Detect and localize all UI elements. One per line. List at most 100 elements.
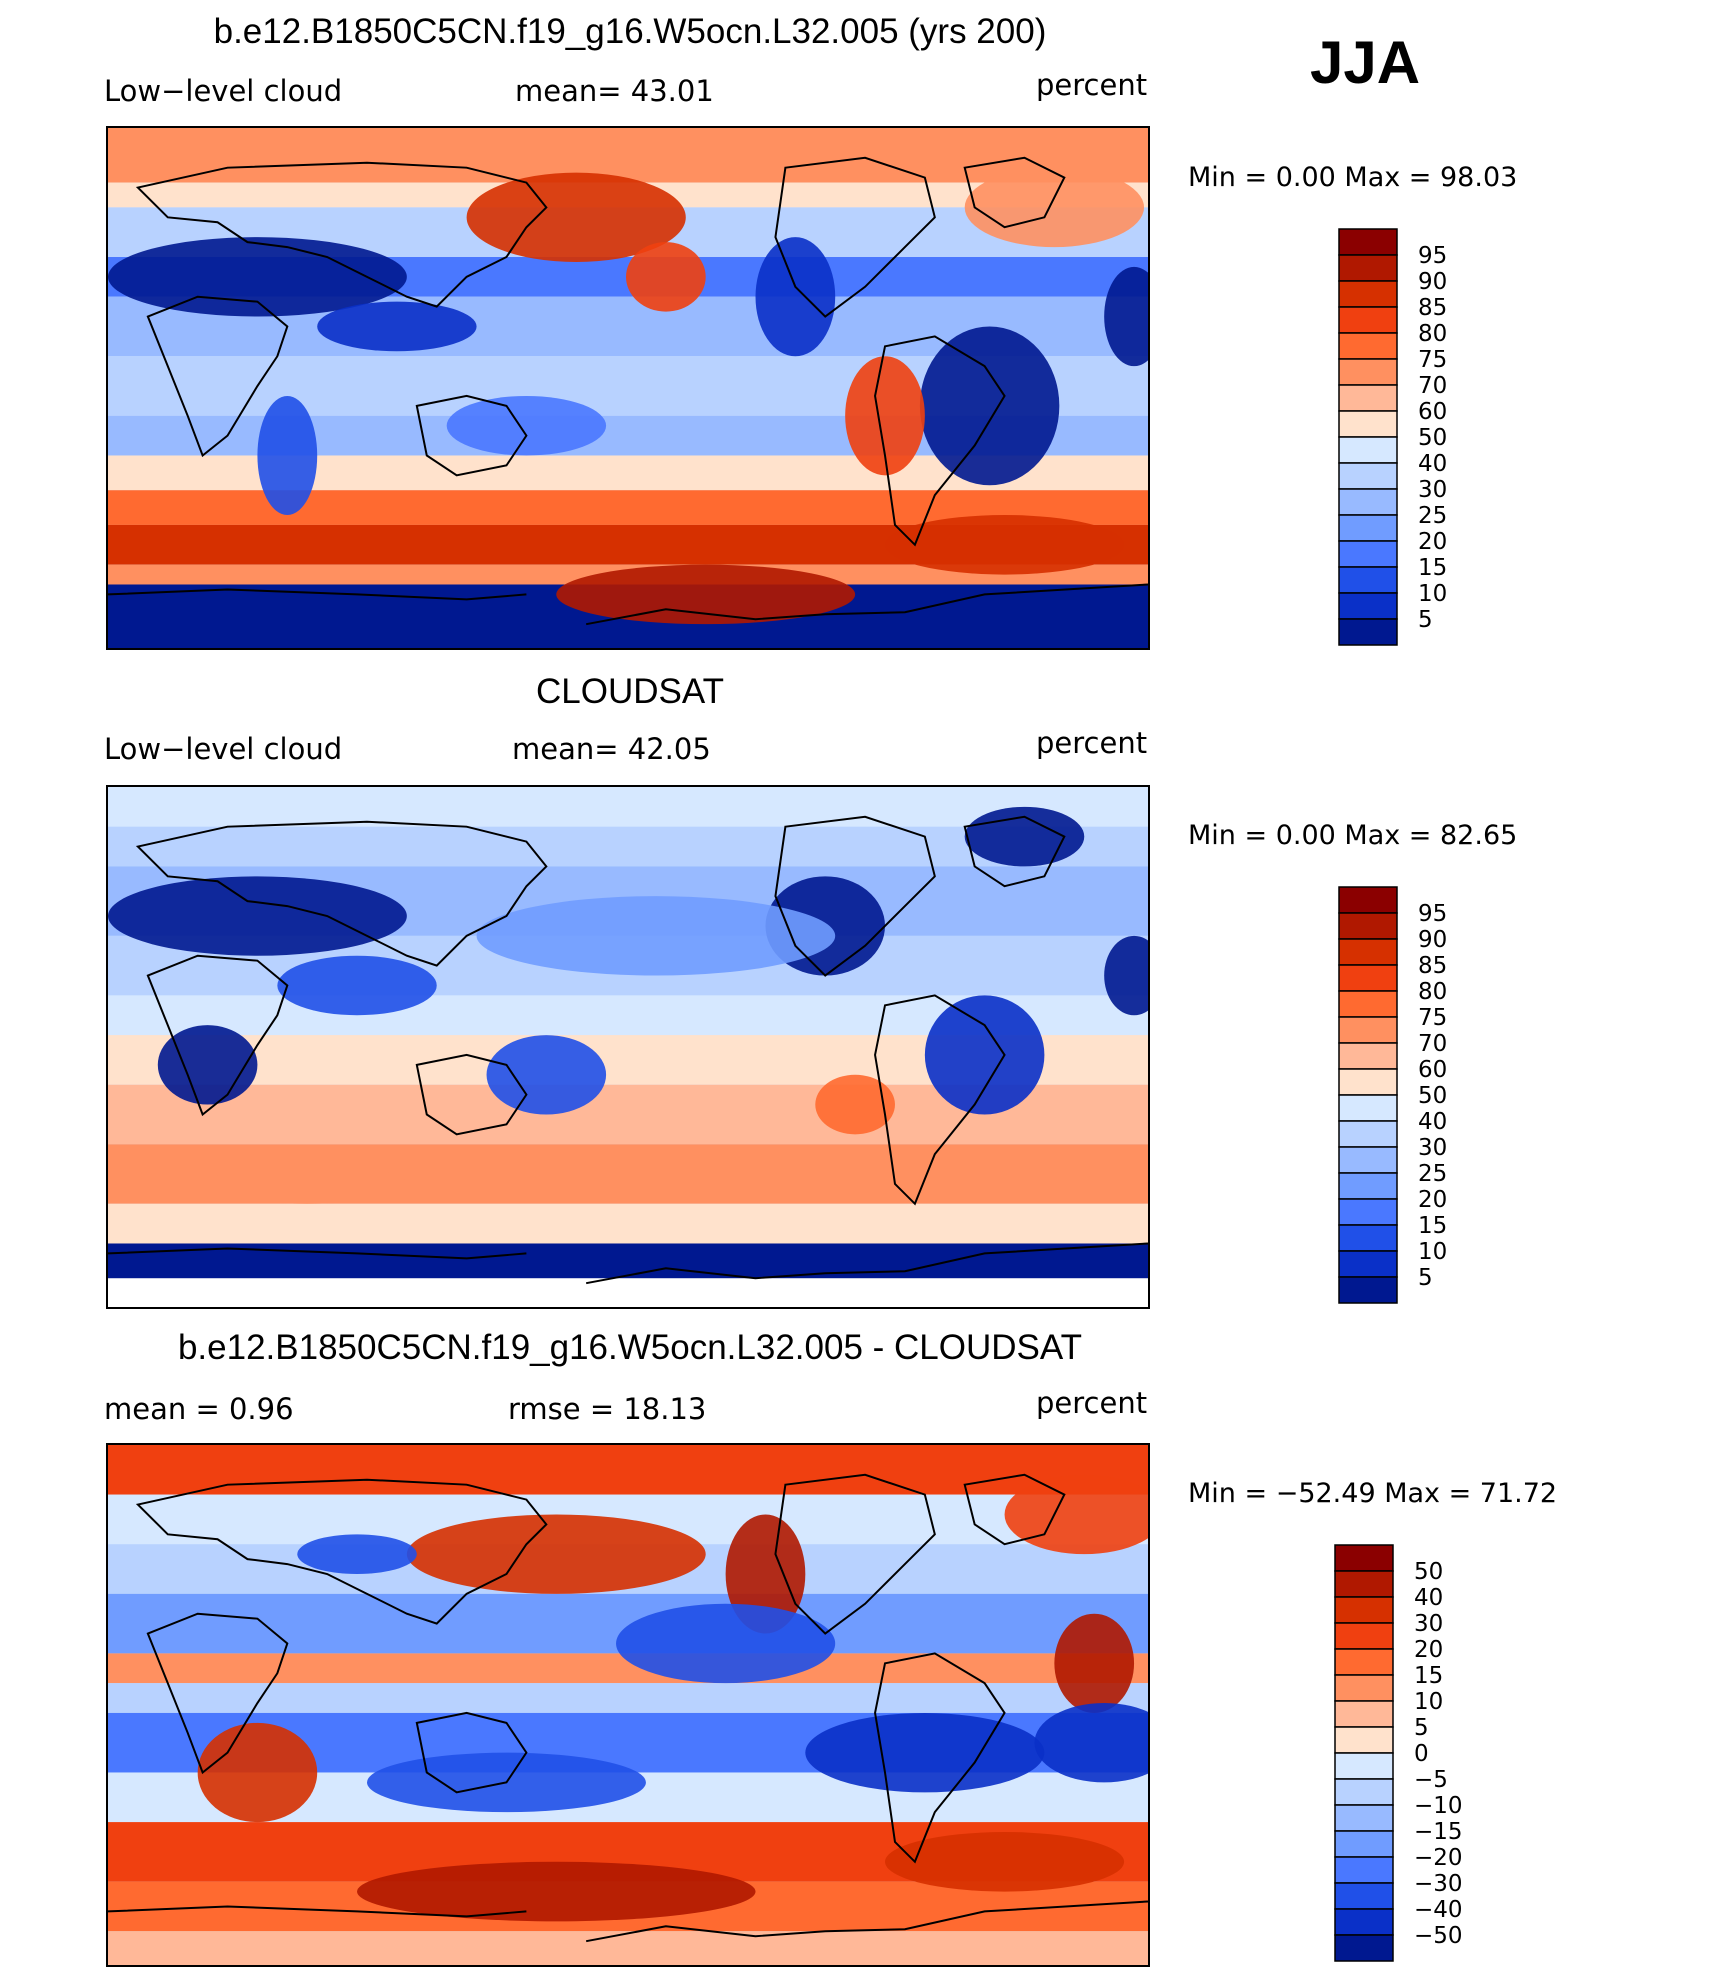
colorbar-tick-label: 70 [1418,1031,1447,1057]
colorbar-swatch [1338,1042,1398,1070]
map-contour-blob [845,356,925,476]
map-field-svg [108,787,1148,1307]
colorbar-swatch [1334,1726,1394,1754]
map-contour-blob [108,876,407,956]
coastline [874,1652,1006,1864]
map-contour-blob [466,172,686,262]
map-contour-blob [885,515,1125,575]
colorbar-tick-label: 50 [1418,425,1447,451]
colorbar-tick-label: 15 [1414,1663,1443,1689]
panel-2-variable-label: Low−level cloud [104,732,343,766]
colorbar-swatch [1334,1700,1394,1728]
map-contour-band [108,1683,1148,1713]
map-contour-blob [197,1722,318,1823]
coastline [415,1711,528,1794]
panel-3-units-label: percent [1036,1386,1148,1420]
colorbar-swatch [1338,1146,1398,1174]
map-contour-blob [486,1035,607,1115]
coastline [963,156,1066,229]
map-contour-blob [257,395,318,516]
map-contour-blob [1104,935,1148,1016]
panel-3-map [106,1443,1150,1967]
map-contour-blob [616,1603,836,1684]
colorbar-tick-label: 95 [1418,901,1447,927]
colorbar-tick-label: 40 [1418,1109,1447,1135]
coastline [585,1242,1148,1285]
colorbar-tick-label: 20 [1418,1187,1447,1213]
panel-2-title: CLOUDSAT [536,672,724,711]
colorbar-tick-label: −15 [1414,1819,1463,1845]
panel-1-units-label: percent [1036,68,1148,102]
colorbar-swatch [1334,1778,1394,1806]
colorbar-swatch [1334,1674,1394,1702]
panel-1-title: b.e12.B1850C5CN.f19_g16.W5ocn.L32.005 (y… [213,12,1047,51]
coastline [874,994,1006,1206]
coastline [146,954,289,1117]
colorbar-swatch [1338,1172,1398,1200]
colorbar-swatch [1338,1016,1398,1044]
colorbar-tick-label: −50 [1414,1923,1463,1949]
coastline [963,815,1066,888]
coastline [774,1473,936,1635]
colorbar-tick-label: 90 [1418,927,1447,953]
coastline [146,1612,289,1775]
coastline [415,394,528,477]
colorbar-swatch [1338,462,1398,490]
colorbar-tick-label: 60 [1418,1057,1447,1083]
panel-1-colorbar: 95 90 85 80 75 70 60 50 40 30 25 20 15 10 5 [1338,228,1478,648]
coastline [963,1473,1066,1546]
colorbar-swatch [1338,514,1398,542]
map-contour-blob [556,564,856,625]
colorbar-swatch [1334,1570,1394,1598]
panel-2-units-label: percent [1036,726,1148,760]
colorbar-swatch [1338,618,1398,646]
colorbar-tick-label: 30 [1418,477,1447,503]
coastline [146,295,289,458]
colorbar-swatch [1338,1120,1398,1148]
map-contour-blob [1034,1703,1148,1783]
colorbar-tick-label: 25 [1418,503,1447,529]
coastline [135,1478,548,1625]
panel-2-map [106,785,1150,1309]
colorbar-tick-label: 10 [1414,1689,1443,1715]
map-contour-blob [277,955,437,1016]
map-contour-band [108,1931,1148,1965]
map-contour-blob [476,896,836,976]
colorbar-tick-label: 85 [1418,953,1447,979]
map-contour-blob [805,1712,1045,1793]
map-contour-band [108,1445,1148,1495]
colorbar-tick-label: 90 [1418,269,1447,295]
colorbar-swatch [1338,254,1398,282]
colorbar-tick-label: 60 [1418,399,1447,425]
colorbar-tick-label: 15 [1418,1213,1447,1239]
colorbar-swatch [1334,1752,1394,1780]
colorbar-swatch [1338,1198,1398,1226]
map-contour-blob [1054,1613,1135,1713]
coastline [585,583,1148,626]
map-contour-blob [815,1074,895,1135]
coastline [135,820,548,967]
colorbar-swatch [1338,912,1398,940]
colorbar-swatch [1334,1856,1394,1884]
map-contour-blob [919,326,1060,486]
map-field-svg [108,1445,1148,1965]
colorbar-swatch [1338,1250,1398,1278]
colorbar-swatch [1334,1622,1394,1650]
map-contour-blob [964,167,1145,248]
colorbar-swatch [1338,332,1398,360]
colorbar-swatch [1338,1068,1398,1096]
map-contour-blob [207,1164,407,1204]
map-contour-blob [317,301,477,352]
colorbar-swatch [1334,1648,1394,1676]
coastline [874,335,1006,547]
colorbar-tick-label: 5 [1418,1265,1433,1291]
season-label: JJA [1310,29,1421,96]
colorbar-tick-label: 5 [1418,607,1433,633]
map-contour-blob [885,1832,1125,1892]
colorbar-tick-label: 20 [1414,1637,1443,1663]
colorbar-tick-label: 25 [1418,1161,1447,1187]
map-contour-blob [755,237,836,357]
panel-1-mean-label: mean= 43.01 [515,74,714,108]
colorbar-tick-label: 40 [1418,451,1447,477]
colorbar-tick-label: 30 [1414,1611,1443,1637]
